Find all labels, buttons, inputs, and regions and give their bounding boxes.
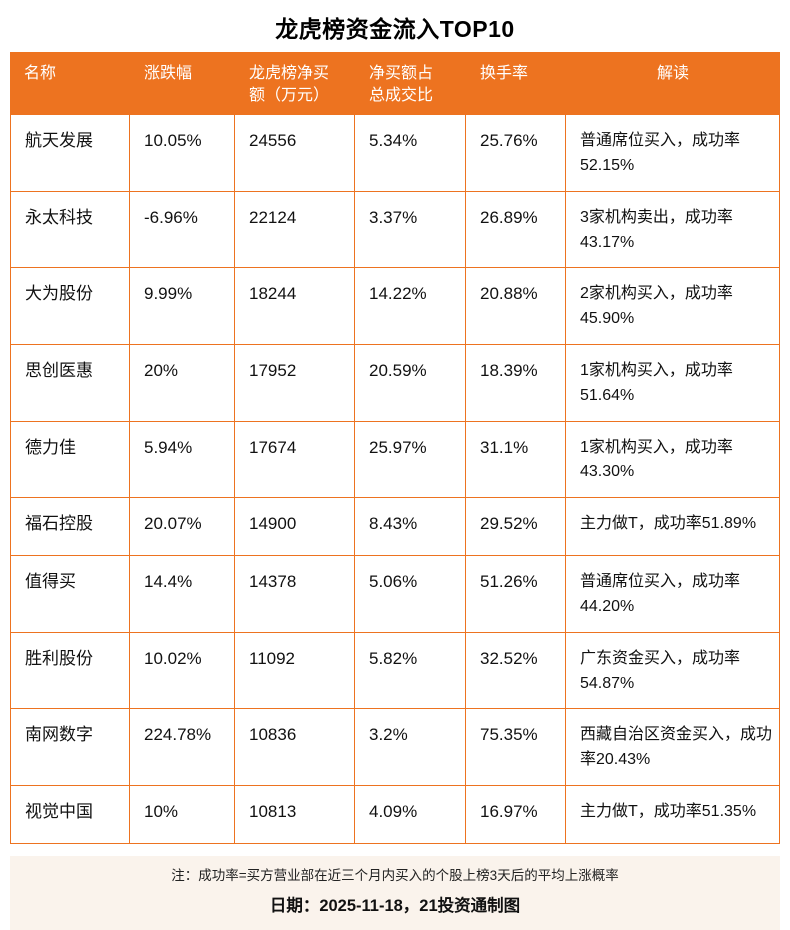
cell-net-buy: 10813 [235,785,355,844]
header-ratio: 净买额占总成交比 [369,65,434,104]
table-header-row: 名称 涨跌幅 龙虎榜净买额（万元） 净买额占总成交比 换手率 解读 [10,52,780,116]
table-row: 永太科技 -6.96% 22124 3.37% 26.89% 3家机构卖出，成功… [10,191,780,269]
cell-ratio: 5.82% [355,632,466,710]
table-row: 福石控股 20.07% 14900 8.43% 29.52% 主力做T，成功率5… [10,498,780,557]
cell-change-pct: 10% [130,785,235,844]
cell-turnover: 18.39% [466,344,566,422]
cell-ratio: 5.34% [355,115,466,192]
cell-stock-name: 永太科技 [10,191,130,269]
cell-change-pct: 5.94% [130,421,235,499]
cell-stock-name: 南网数字 [10,709,130,786]
header-name: 名称 [24,65,57,82]
cell-stock-name: 值得买 [10,556,130,633]
cell-change-pct: 20.07% [130,498,235,557]
cell-interpretation: 普通席位买入，成功率52.15% [566,115,780,192]
table-row: 视觉中国 10% 10813 4.09% 16.97% 主力做T，成功率51.3… [10,785,780,844]
cell-turnover: 51.26% [466,556,566,633]
header-turnover: 换手率 [480,65,529,82]
cell-ratio: 8.43% [355,498,466,557]
cell-net-buy: 10836 [235,709,355,786]
cell-stock-name: 思创医惠 [10,344,130,422]
cell-turnover: 31.1% [466,421,566,499]
footnote: 注：成功率=买方营业部在近三个月内买入的个股上榜3天后的平均上涨概率 [171,867,619,883]
cell-change-pct: -6.96% [130,191,235,269]
cell-ratio: 14.22% [355,268,466,345]
header-interpretation: 解读 [656,65,689,82]
cell-interpretation: 2家机构买入，成功率45.90% [566,268,780,345]
cell-change-pct: 20% [130,344,235,422]
cell-interpretation: 1家机构买入，成功率51.64% [566,344,780,422]
table-row: 航天发展 10.05% 24556 5.34% 25.76% 普通席位买入，成功… [10,115,780,192]
cell-stock-name: 航天发展 [10,115,130,192]
cell-stock-name: 福石控股 [10,498,130,557]
cell-ratio: 3.37% [355,191,466,269]
cell-turnover: 20.88% [466,268,566,345]
cell-stock-name: 胜利股份 [10,632,130,710]
cell-net-buy: 14900 [235,498,355,557]
cell-net-buy: 18244 [235,268,355,345]
header-net-buy: 龙虎榜净买额（万元） [249,65,330,104]
table-row: 德力佳 5.94% 17674 25.97% 31.1% 1家机构买入，成功率4… [10,421,780,499]
cell-net-buy: 24556 [235,115,355,192]
cell-net-buy: 22124 [235,191,355,269]
cell-ratio: 3.2% [355,709,466,786]
stock-table: 名称 涨跌幅 龙虎榜净买额（万元） 净买额占总成交比 换手率 解读 航天发展 1… [10,52,780,844]
cell-interpretation: 普通席位买入，成功率44.20% [566,556,780,633]
cell-ratio: 5.06% [355,556,466,633]
cell-interpretation: 3家机构卖出，成功率43.17% [566,191,780,269]
cell-stock-name: 视觉中国 [10,785,130,844]
cell-change-pct: 14.4% [130,556,235,633]
cell-net-buy: 14378 [235,556,355,633]
cell-ratio: 20.59% [355,344,466,422]
cell-turnover: 25.76% [466,115,566,192]
cell-interpretation: 主力做T，成功率51.35% [566,785,780,844]
cell-net-buy: 11092 [235,632,355,710]
cell-turnover: 32.52% [466,632,566,710]
cell-interpretation: 主力做T，成功率51.89% [566,498,780,557]
cell-change-pct: 224.78% [130,709,235,786]
cell-interpretation: 广东资金买入，成功率54.87% [566,632,780,710]
page-title: 龙虎榜资金流入TOP10 [275,16,515,42]
table-body: 航天发展 10.05% 24556 5.34% 25.76% 普通席位买入，成功… [10,115,780,844]
cell-turnover: 16.97% [466,785,566,844]
cell-net-buy: 17674 [235,421,355,499]
cell-stock-name: 德力佳 [10,421,130,499]
cell-change-pct: 9.99% [130,268,235,345]
cell-turnover: 29.52% [466,498,566,557]
date-credit: 日期：2025-11-18，21投资通制图 [269,896,521,915]
cell-interpretation: 1家机构买入，成功率43.30% [566,421,780,499]
footer: 注：成功率=买方营业部在近三个月内买入的个股上榜3天后的平均上涨概率 日期：20… [10,855,780,930]
table-row: 胜利股份 10.02% 11092 5.82% 32.52% 广东资金买入，成功… [10,632,780,710]
table-row: 大为股份 9.99% 18244 14.22% 20.88% 2家机构买入，成功… [10,268,780,345]
cell-change-pct: 10.05% [130,115,235,192]
cell-turnover: 26.89% [466,191,566,269]
cell-change-pct: 10.02% [130,632,235,710]
cell-interpretation: 西藏自治区资金买入，成功率20.43% [566,709,780,786]
cell-stock-name: 大为股份 [10,268,130,345]
cell-ratio: 25.97% [355,421,466,499]
header-change: 涨跌幅 [144,65,193,82]
table-row: 思创医惠 20% 17952 20.59% 18.39% 1家机构买入，成功率5… [10,344,780,422]
cell-net-buy: 17952 [235,344,355,422]
table-row: 南网数字 224.78% 10836 3.2% 75.35% 西藏自治区资金买入… [10,709,780,786]
cell-ratio: 4.09% [355,785,466,844]
cell-turnover: 75.35% [466,709,566,786]
table-row: 值得买 14.4% 14378 5.06% 51.26% 普通席位买入，成功率4… [10,556,780,633]
